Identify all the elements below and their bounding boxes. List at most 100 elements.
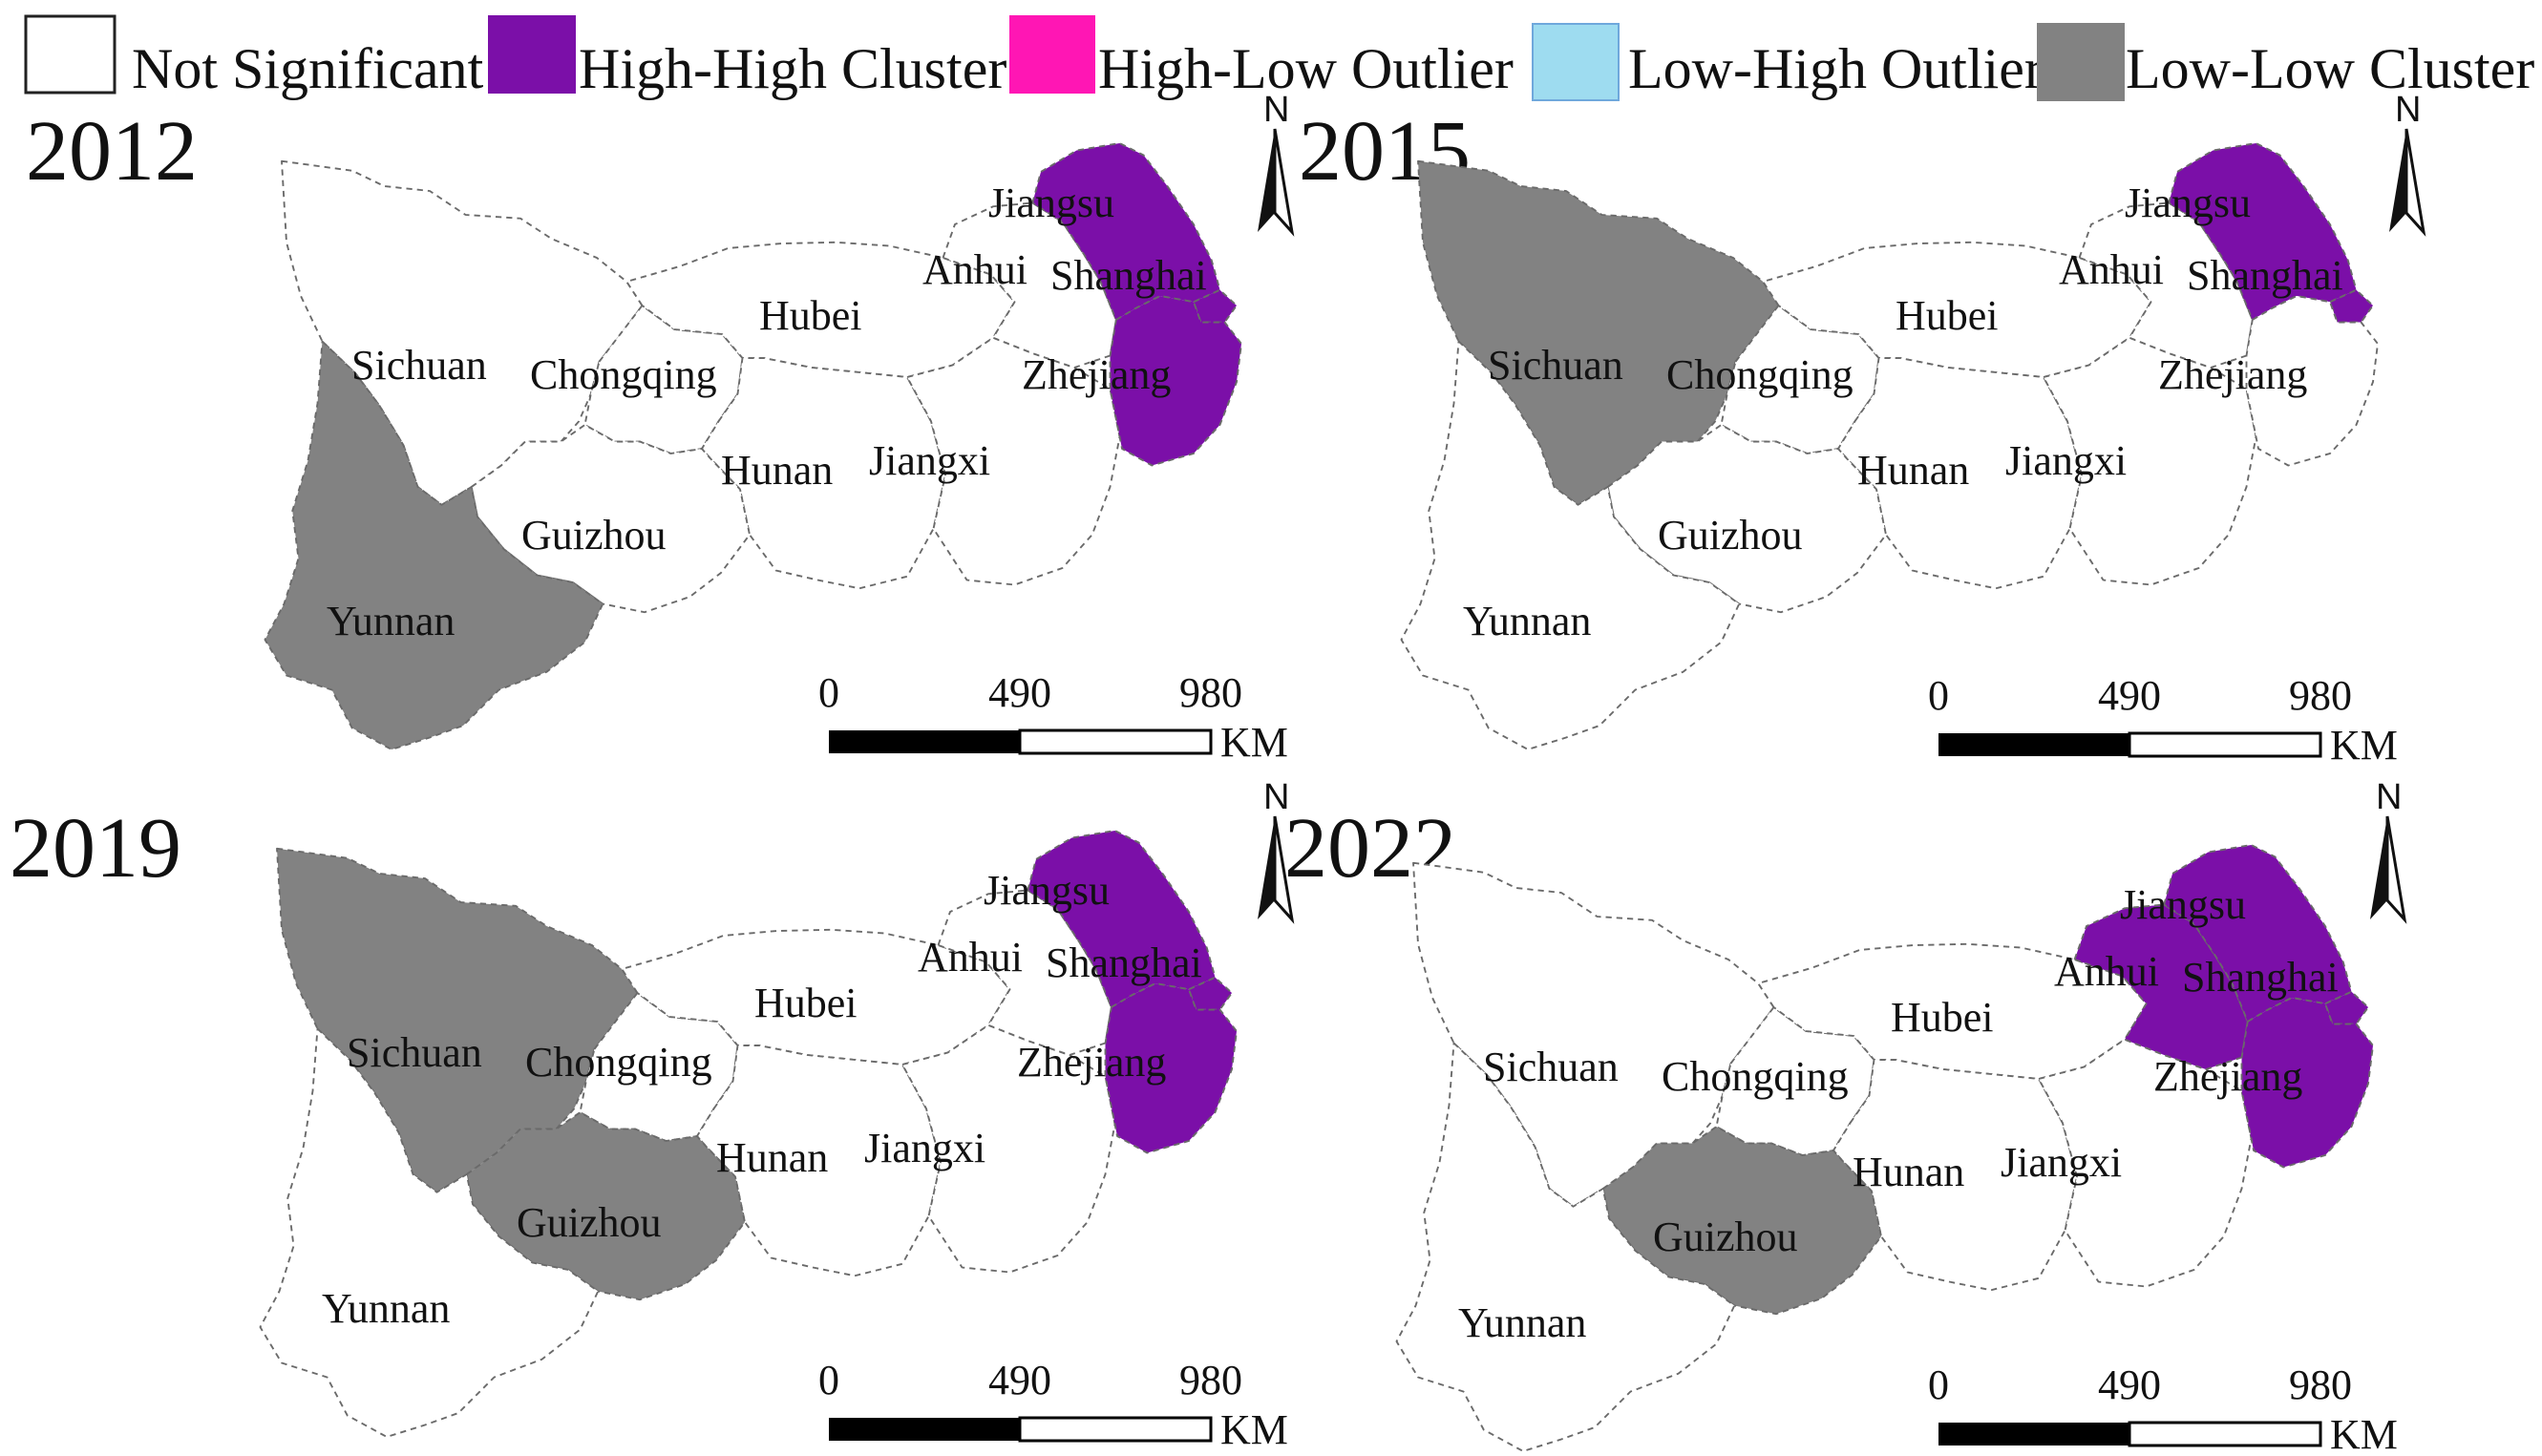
province-label-anhui: Anhui <box>918 934 1023 981</box>
province-anhui <box>2078 201 2254 369</box>
province-label-sichuan: Sichuan <box>347 1029 482 1076</box>
province-sichuan <box>1417 159 1780 506</box>
province-yunnan <box>1395 1042 1736 1452</box>
province-label-chongqing: Chongqing <box>1666 351 1854 398</box>
scale-bar-white <box>2128 731 2322 758</box>
province-zhejiang <box>1104 982 1238 1154</box>
scale-bar-black <box>1938 733 2129 756</box>
province-jiangsu <box>1027 830 1217 1008</box>
scale-bar-white <box>1018 728 1213 755</box>
north-arrow-label: N <box>2395 90 2421 130</box>
province-sichuan <box>1412 861 1775 1208</box>
province-hunan <box>1837 357 2083 590</box>
province-label-hubei: Hubei <box>1896 292 1999 339</box>
province-sichuan <box>276 847 639 1193</box>
scale-tick-label: 490 <box>988 669 1051 716</box>
north-arrow-icon: N <box>2370 777 2407 924</box>
legend-label-not-significant: Not Significant <box>132 37 484 100</box>
province-label-zhejiang: Zhejiang <box>1022 351 1171 398</box>
panel-year-label: 2019 <box>10 801 181 896</box>
scale-bar-white <box>2128 1421 2322 1447</box>
north-arrow-right-half <box>2385 815 2407 924</box>
scale-tick-label: 0 <box>818 1357 839 1403</box>
province-hubei <box>1762 241 2152 378</box>
north-arrow-right-half <box>1273 815 1295 924</box>
legend-swatch-high-low <box>1009 15 1095 94</box>
province-label-shanghai: Shanghai <box>1046 939 1202 986</box>
north-arrow-right-half <box>2404 128 2426 237</box>
province-label-yunnan: Yunnan <box>327 598 455 644</box>
province-label-sichuan: Sichuan <box>351 342 487 389</box>
province-label-hunan: Hunan <box>721 447 833 494</box>
scale-bar-black <box>1938 1423 2129 1445</box>
province-layer <box>1395 844 2374 1452</box>
province-label-guizhou: Guizhou <box>1658 512 1803 559</box>
province-jiangsu <box>2168 142 2358 321</box>
north-arrow-left-half <box>1258 816 1275 919</box>
north-arrow-left-half <box>1258 129 1275 232</box>
scale-tick-label: 980 <box>1179 669 1242 716</box>
province-label-shanghai: Shanghai <box>1050 252 1207 299</box>
province-hunan <box>696 1045 942 1277</box>
province-guizhou <box>465 1111 746 1301</box>
province-label-guizhou: Guizhou <box>521 512 667 559</box>
province-label-zhejiang: Zhejiang <box>2153 1053 2302 1100</box>
north-arrow-left-half <box>2370 816 2387 919</box>
province-guizhou <box>470 424 751 614</box>
province-jiangxi <box>901 1023 1116 1274</box>
map-panels: 2012 Sichuan Chongqing Hubei Hunan Guizhou Yun… <box>10 90 2426 1456</box>
province-jiangsu <box>2163 844 2353 1023</box>
province-label-jiangxi: Jiangxi <box>864 1125 985 1171</box>
north-arrow-icon: N <box>2389 90 2426 237</box>
province-hunan <box>1832 1059 2078 1292</box>
scale-unit-label: KM <box>1220 719 1288 766</box>
province-label-jiangsu: Jiangsu <box>984 867 1110 914</box>
legend: Not Significant High-High Cluster High-L… <box>24 14 2534 101</box>
scale-tick-label: 980 <box>2289 1361 2352 1408</box>
legend-label-low-high: Low-High Outlier <box>1628 37 2044 100</box>
province-label-shanghai: Shanghai <box>2187 252 2343 299</box>
province-layer <box>1400 142 2379 750</box>
province-label-hubei: Hubei <box>759 292 862 339</box>
province-anhui <box>937 889 1112 1056</box>
scale-bar-white <box>1018 1416 1213 1443</box>
province-jiangxi <box>906 336 1121 586</box>
province-label-anhui: Anhui <box>2054 948 2159 995</box>
legend-swatch-not-significant <box>24 14 117 95</box>
legend-swatch-high-high <box>488 15 576 94</box>
scale-tick-label: 980 <box>1179 1357 1242 1403</box>
scale-unit-label: KM <box>2330 722 2398 769</box>
province-anhui <box>2073 903 2249 1070</box>
panel-year-label: 2012 <box>26 104 198 199</box>
legend-swatch-low-low <box>2037 23 2125 101</box>
province-guizhou <box>1606 424 1887 614</box>
province-zhejiang <box>2245 295 2379 467</box>
scale-tick-label: 0 <box>1928 672 1949 719</box>
province-label-zhejiang: Zhejiang <box>1017 1039 1166 1086</box>
legend-label-high-high: High-High Cluster <box>579 37 1006 100</box>
province-yunnan <box>259 1027 600 1438</box>
province-label-hubei: Hubei <box>754 980 858 1026</box>
legend-label-low-low: Low-Low Cluster <box>2126 37 2534 100</box>
province-label-jiangxi: Jiangxi <box>869 437 990 484</box>
province-label-hunan: Hunan <box>1853 1149 1964 1195</box>
province-label-guizhou: Guizhou <box>517 1199 662 1246</box>
province-anhui <box>942 201 1117 369</box>
province-yunnan <box>264 340 604 750</box>
legend-swatch-low-high <box>1532 23 1620 101</box>
scale-bar-black <box>829 730 1020 753</box>
scale-tick-label: 980 <box>2289 672 2352 719</box>
province-jiangxi <box>2043 336 2257 586</box>
north-arrow-icon: N <box>1258 90 1295 237</box>
province-label-hunan: Hunan <box>1857 447 1969 494</box>
province-label-hunan: Hunan <box>716 1134 828 1181</box>
north-arrow-right-half <box>1273 128 1295 237</box>
scale-tick-label: 0 <box>1928 1361 1949 1408</box>
province-label-yunnan: Yunnan <box>322 1285 450 1332</box>
scale-tick-label: 490 <box>2098 1361 2161 1408</box>
province-label-anhui: Anhui <box>2059 246 2164 293</box>
